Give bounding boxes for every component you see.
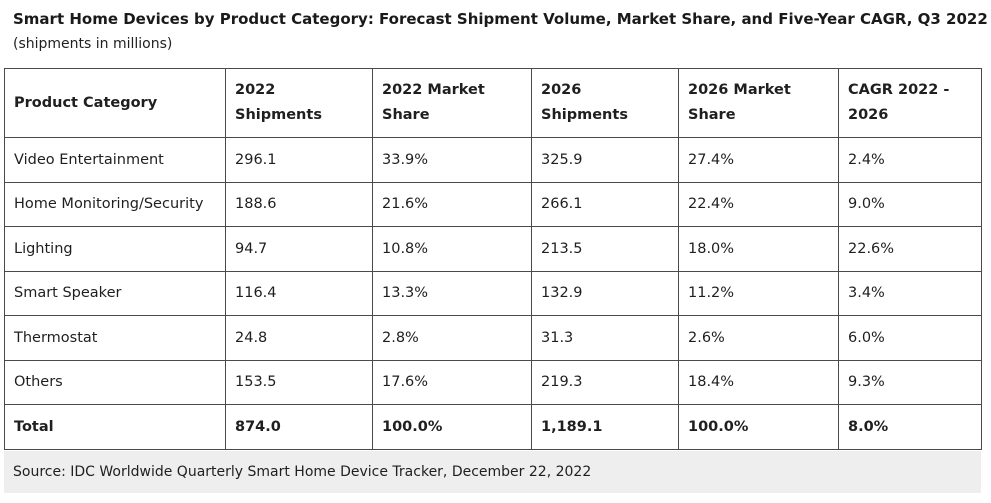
total-2022-share: 100.0% — [372, 404, 532, 450]
table-row: Lighting 94.7 10.8% 213.5 18.0% 22.6% — [4, 226, 982, 272]
cell-cagr: 2.4% — [838, 137, 982, 183]
cell-2026-share: 22.4% — [678, 181, 839, 227]
cell-2022-share: 21.6% — [372, 181, 532, 227]
total-2026-shipments: 1,189.1 — [531, 404, 679, 450]
total-2022-shipments: 874.0 — [225, 404, 373, 450]
total-label: Total — [4, 404, 226, 450]
header-2022-market-share: 2022 Market Share — [372, 68, 532, 138]
cell-2026-share: 18.0% — [678, 226, 839, 272]
table-header-row: Product Category 2022 Shipments 2022 Mar… — [4, 68, 982, 138]
cell-2022-shipments: 153.5 — [225, 359, 373, 405]
table-row: Others 153.5 17.6% 219.3 18.4% 9.3% — [4, 359, 982, 405]
cell-2022-shipments: 24.8 — [225, 315, 373, 361]
cell-2026-share: 27.4% — [678, 137, 839, 183]
cell-cagr: 9.0% — [838, 181, 982, 227]
cell-2026-shipments: 132.9 — [531, 270, 679, 316]
cell-category: Lighting — [4, 226, 226, 272]
cell-2026-shipments: 31.3 — [531, 315, 679, 361]
table-total-row: Total 874.0 100.0% 1,189.1 100.0% 8.0% — [4, 404, 982, 450]
cell-cagr: 6.0% — [838, 315, 982, 361]
cell-cagr: 22.6% — [838, 226, 982, 272]
header-product-category: Product Category — [4, 68, 226, 138]
cell-category: Thermostat — [4, 315, 226, 361]
cell-2026-share: 18.4% — [678, 359, 839, 405]
total-2026-share: 100.0% — [678, 404, 839, 450]
cell-2022-share: 17.6% — [372, 359, 532, 405]
shipments-table: Product Category 2022 Shipments 2022 Mar… — [4, 68, 982, 450]
cell-2022-shipments: 94.7 — [225, 226, 373, 272]
table-row: Thermostat 24.8 2.8% 31.3 2.6% 6.0% — [4, 315, 982, 361]
table-subtitle: (shipments in millions) — [13, 36, 173, 52]
cell-2022-share: 13.3% — [372, 270, 532, 316]
cell-2022-share: 33.9% — [372, 137, 532, 183]
cell-cagr: 3.4% — [838, 270, 982, 316]
table-row: Smart Speaker 116.4 13.3% 132.9 11.2% 3.… — [4, 270, 982, 316]
cell-category: Video Entertainment — [4, 137, 226, 183]
cell-2026-shipments: 266.1 — [531, 181, 679, 227]
header-2026-market-share: 2026 Market Share — [678, 68, 839, 138]
cell-category: Home Monitoring/Security — [4, 181, 226, 227]
header-2022-shipments: 2022 Shipments — [225, 68, 373, 138]
cell-2026-shipments: 219.3 — [531, 359, 679, 405]
cell-category: Smart Speaker — [4, 270, 226, 316]
cell-2022-share: 10.8% — [372, 226, 532, 272]
cell-cagr: 9.3% — [838, 359, 982, 405]
cell-2026-shipments: 325.9 — [531, 137, 679, 183]
cell-2022-share: 2.8% — [372, 315, 532, 361]
header-cagr: CAGR 2022 - 2026 — [838, 68, 982, 138]
cell-category: Others — [4, 359, 226, 405]
table-row: Home Monitoring/Security 188.6 21.6% 266… — [4, 181, 982, 227]
cell-2022-shipments: 188.6 — [225, 181, 373, 227]
table-row: Video Entertainment 296.1 33.9% 325.9 27… — [4, 137, 982, 183]
cell-2022-shipments: 116.4 — [225, 270, 373, 316]
source-note: Source: IDC Worldwide Quarterly Smart Ho… — [4, 451, 981, 493]
cell-2026-shipments: 213.5 — [531, 226, 679, 272]
cell-2026-share: 11.2% — [678, 270, 839, 316]
cell-2026-share: 2.6% — [678, 315, 839, 361]
header-2026-shipments: 2026 Shipments — [531, 68, 679, 138]
table-title: Smart Home Devices by Product Category: … — [13, 10, 988, 28]
total-cagr: 8.0% — [838, 404, 982, 450]
cell-2022-shipments: 296.1 — [225, 137, 373, 183]
